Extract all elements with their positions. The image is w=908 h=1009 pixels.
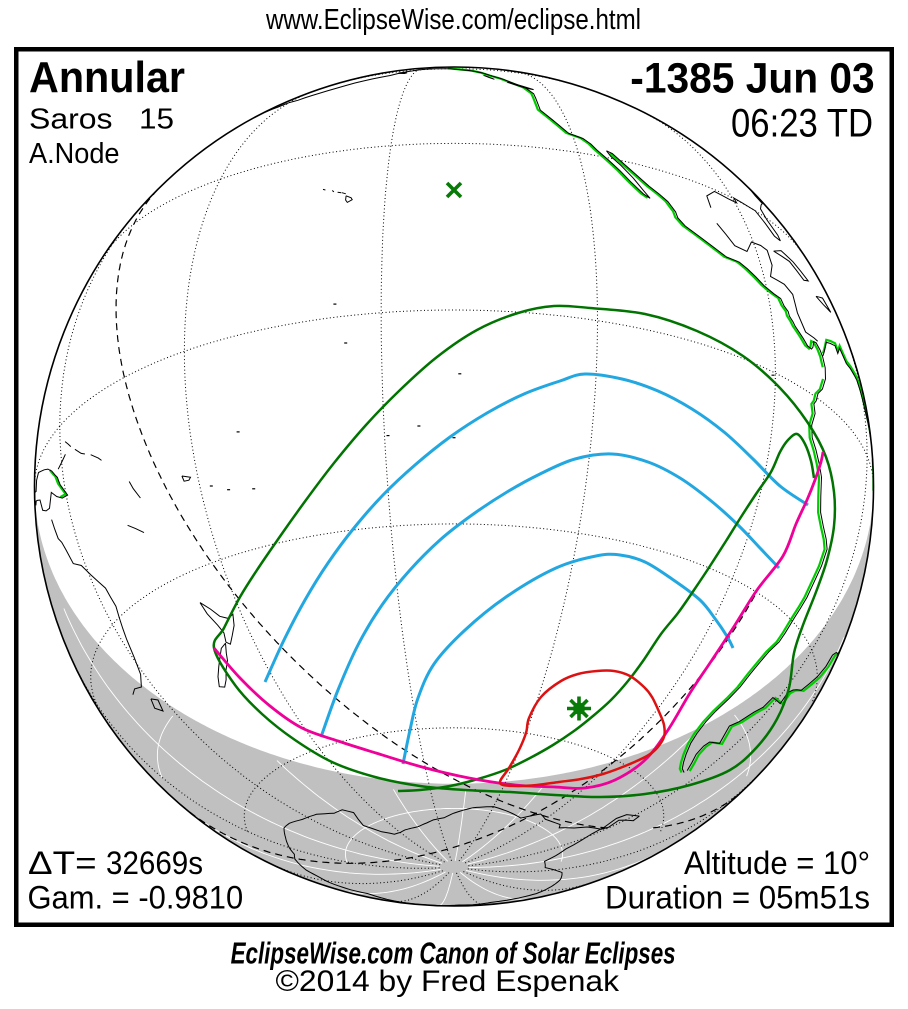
svg-text:A.Node: A.Node: [29, 138, 120, 170]
svg-text:EclipseWise.com Canon of Solar: EclipseWise.com Canon of Solar Eclipses: [231, 937, 676, 971]
svg-text:Gam. = -0.9810: Gam. = -0.9810: [28, 880, 244, 916]
svg-text:06:23 TD: 06:23 TD: [731, 101, 873, 145]
svg-text:Saros: Saros: [29, 103, 113, 135]
svg-text:Altitude = 10°: Altitude = 10°: [684, 845, 870, 881]
svg-text:-1385 Jun 03: -1385 Jun 03: [630, 55, 874, 103]
svg-text:Duration = 05m51s: Duration = 05m51s: [605, 880, 870, 916]
svg-text:ΔT=: ΔT=: [28, 845, 97, 881]
svg-text:Annular: Annular: [29, 53, 185, 102]
svg-text:32669s: 32669s: [106, 845, 203, 881]
svg-text:©2014 by Fred Espenak: ©2014 by Fred Espenak: [276, 965, 620, 998]
svg-text:15: 15: [139, 103, 174, 135]
svg-text:www.EclipseWise.com/eclipse.ht: www.EclipseWise.com/eclipse.html: [265, 4, 641, 36]
